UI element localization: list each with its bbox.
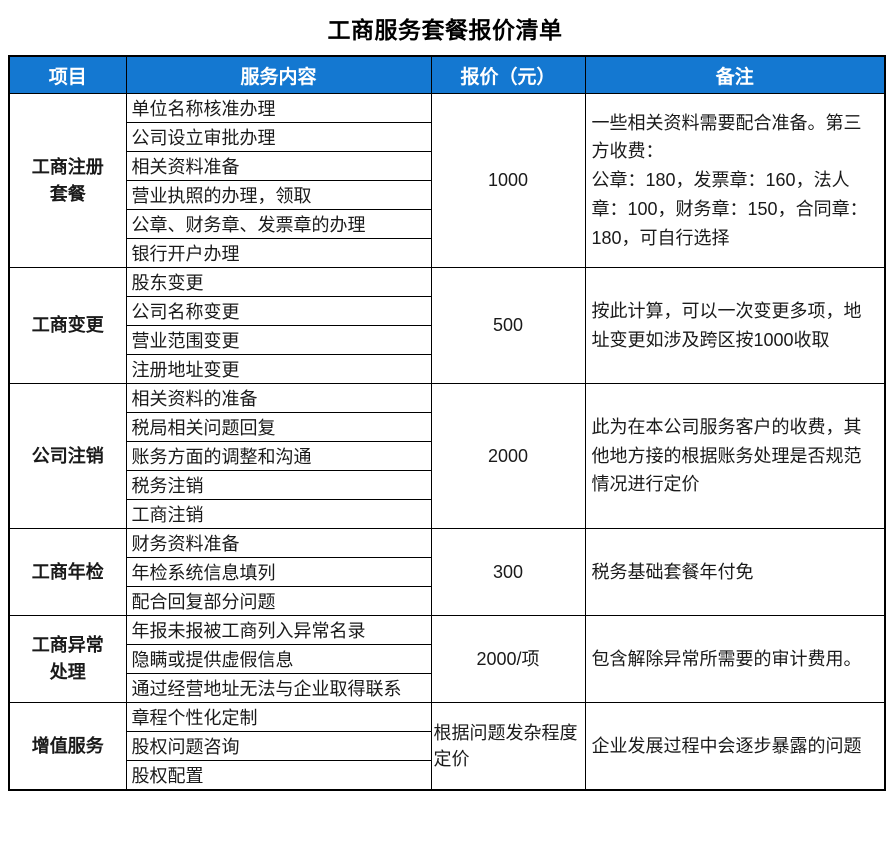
category-cell: 工商异常处理	[8, 615, 127, 703]
table-row: 税务注销	[9, 470, 885, 500]
table-row: 税局相关问题回复	[9, 412, 885, 442]
service-item-cell: 股权配置	[125, 760, 432, 791]
table-row: 工商变更 股东变更 500 按此计算，可以一次变更多项，地址变更如涉及跨区按10…	[8, 267, 886, 384]
header-item: 项目	[8, 55, 127, 94]
category-cell: 工商年检	[8, 528, 127, 616]
service-item-cell: 配合回复部分问题	[125, 586, 432, 616]
page-title: 工商服务套餐报价清单	[327, 17, 563, 43]
category-cell: 工商注册套餐	[8, 93, 127, 268]
header-row: 项目 服务内容 报价（元） 备注	[8, 55, 886, 94]
table-row: 银行开户办理	[9, 238, 885, 268]
category-cell: 增值服务	[8, 702, 127, 791]
price-cell: 500	[430, 267, 586, 384]
service-item-cell: 单位名称核准办理	[125, 93, 432, 123]
service-item-cell: 注册地址变更	[125, 354, 432, 384]
service-item-cell: 股东变更	[125, 267, 432, 297]
price-cell: 2000/项	[430, 615, 586, 703]
service-item-cell: 账务方面的调整和沟通	[125, 441, 432, 471]
note-cell: 此为在本公司服务客户的收费，其他地方接的根据账务处理是否规范情况进行定价	[584, 383, 886, 529]
table-row: 隐瞒或提供虚假信息	[9, 644, 885, 674]
service-item-cell: 营业范围变更	[125, 325, 432, 355]
service-item-cell: 银行开户办理	[125, 238, 432, 268]
table-row: 股权问题咨询	[9, 731, 885, 761]
category-cell: 工商变更	[8, 267, 127, 384]
service-item-cell: 税务注销	[125, 470, 432, 500]
service-item-cell: 隐瞒或提供虚假信息	[125, 644, 432, 674]
service-item-cell: 股权问题咨询	[125, 731, 432, 761]
table-row: 年检系统信息填列	[9, 557, 885, 587]
table-row: 工商注册套餐 单位名称核准办理 1000 一些相关资料需要配合准备。第三方收费：…	[8, 93, 886, 268]
price-cell: 2000	[430, 383, 586, 529]
table-row: 配合回复部分问题	[9, 586, 885, 616]
price-cell: 根据问题发杂程度定价	[430, 702, 586, 791]
table-row: 股权配置	[9, 760, 885, 791]
service-item-cell: 工商注销	[125, 499, 432, 529]
table-row: 工商异常处理 年报未报被工商列入异常名录 2000/项 包含解除异常所需要的审计…	[8, 615, 886, 703]
table-row: 营业范围变更	[9, 325, 885, 355]
service-item-cell: 章程个性化定制	[125, 702, 432, 732]
note-cell: 一些相关资料需要配合准备。第三方收费： 公章：180，发票章：160，法人章：1…	[584, 93, 886, 268]
note-cell: 按此计算，可以一次变更多项，地址变更如涉及跨区按1000收取	[584, 267, 886, 384]
note-cell: 包含解除异常所需要的审计费用。	[584, 615, 886, 703]
service-item-cell: 公司设立审批办理	[125, 122, 432, 152]
note-cell: 企业发展过程中会逐步暴露的问题	[584, 702, 886, 791]
service-item-cell: 相关资料的准备	[125, 383, 432, 413]
table-row: 公司设立审批办理	[9, 122, 885, 152]
price-cell: 300	[430, 528, 586, 616]
table-row: 增值服务 章程个性化定制 根据问题发杂程度定价 企业发展过程中会逐步暴露的问题	[8, 702, 886, 791]
service-item-cell: 年报未报被工商列入异常名录	[125, 615, 432, 645]
header-service-content: 服务内容	[125, 55, 432, 94]
service-item-cell: 年检系统信息填列	[125, 557, 432, 587]
service-item-cell: 税局相关问题回复	[125, 412, 432, 442]
service-item-cell: 财务资料准备	[125, 528, 432, 558]
service-item-cell: 营业执照的办理，领取	[125, 180, 432, 210]
service-item-cell: 公司名称变更	[125, 296, 432, 326]
service-item-cell: 通过经营地址无法与企业取得联系	[125, 673, 432, 703]
header-note: 备注	[584, 55, 886, 94]
table-row: 相关资料准备	[9, 151, 885, 181]
service-item-cell: 公章、财务章、发票章的办理	[125, 209, 432, 239]
price-table: 项目 服务内容 报价（元） 备注 工商注册套餐 单位名称核准办理 1000 一些…	[8, 55, 886, 791]
header-price: 报价（元）	[430, 55, 586, 94]
category-cell: 公司注销	[8, 383, 127, 529]
table-row: 账务方面的调整和沟通	[9, 441, 885, 471]
table-row: 公司注销 相关资料的准备 2000 此为在本公司服务客户的收费，其他地方接的根据…	[8, 383, 886, 529]
table-row: 公章、财务章、发票章的办理	[9, 209, 885, 239]
note-cell: 税务基础套餐年付免	[584, 528, 886, 616]
table-row: 公司名称变更	[9, 296, 885, 326]
price-cell: 1000	[430, 93, 586, 268]
table-row: 工商注销	[9, 499, 885, 529]
table-row: 工商年检 财务资料准备 300 税务基础套餐年付免	[8, 528, 886, 616]
table-row: 通过经营地址无法与企业取得联系	[9, 673, 885, 703]
service-item-cell: 相关资料准备	[125, 151, 432, 181]
table-row: 注册地址变更	[9, 354, 885, 384]
